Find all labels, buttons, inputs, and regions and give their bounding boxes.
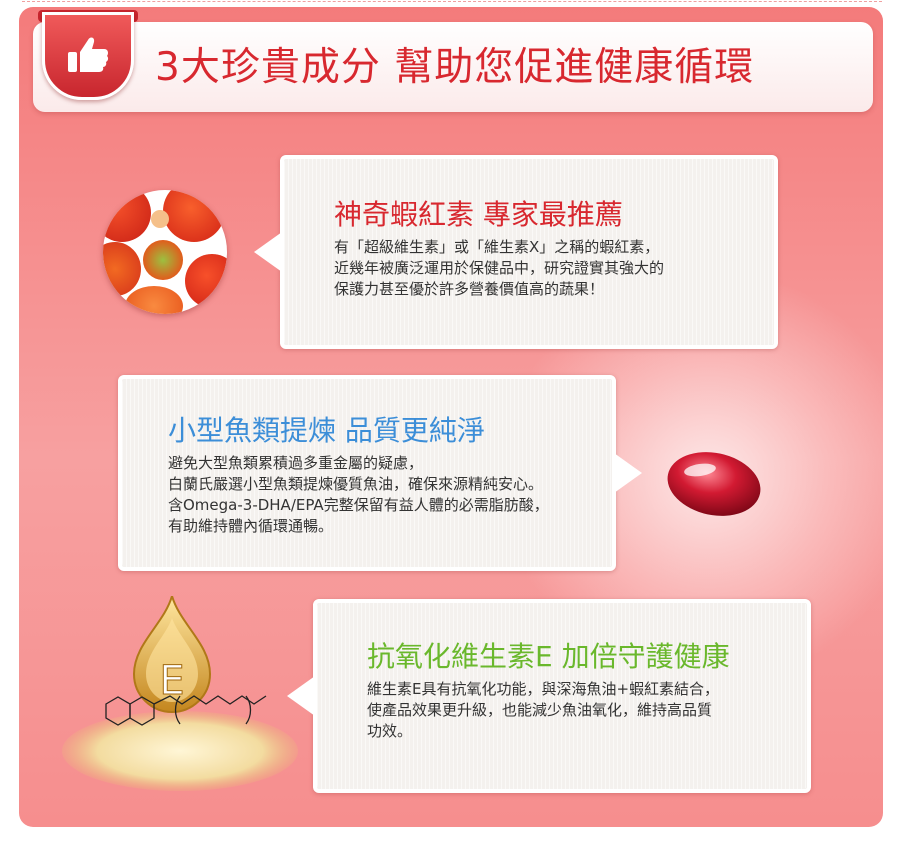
- card-title: 小型魚類提煉 品質更純淨: [168, 414, 485, 447]
- page-title: 3大珍貴成分 幫助您促進健康循環: [155, 45, 755, 90]
- thumbs-up-icon: [68, 37, 109, 72]
- fish-oil-capsule-image: [667, 452, 761, 516]
- card-fish-oil: 小型魚類提煉 品質更純淨 避免大型魚類累積過多重金屬的疑慮， 白蘭氏嚴選小型魚類…: [118, 375, 642, 571]
- vitamin-e-label: E: [159, 658, 184, 704]
- card-texture: [122, 379, 612, 567]
- card-texture: [284, 159, 774, 345]
- vitamin-e-droplet-image: E: [62, 596, 298, 791]
- card-texture: [317, 603, 807, 789]
- microalgae-cells-image: [103, 190, 227, 314]
- card-vitamin-e: 抗氧化維生素E 加倍守護健康 維生素E具有抗氧化功能，與深海魚油+蝦紅素結合， …: [287, 599, 811, 793]
- thumbs-up-badge: [38, 10, 138, 100]
- top-dashed-divider: [22, 1, 882, 2]
- header-bar: [33, 22, 873, 112]
- card-title: 神奇蝦紅素 專家最推薦: [334, 198, 623, 231]
- card-body: 避免大型魚類累積過多重金屬的疑慮， 白蘭氏嚴選小型魚類提煉優質魚油，確保來源精純…: [168, 454, 549, 535]
- card-body: 有「超級維生素」或「維生素X」之稱的蝦紅素， 近幾年被廣泛運用於保健品中，研究證…: [334, 238, 665, 298]
- card-body: 維生素E具有抗氧化功能，與深海魚油+蝦紅素結合， 使產品效果更升級，也能減少魚油…: [367, 680, 720, 740]
- card-title: 抗氧化維生素E 加倍守護健康: [367, 640, 730, 673]
- card-astaxanthin: 神奇蝦紅素 專家最推薦 有「超級維生素」或「維生素X」之稱的蝦紅素， 近幾年被廣…: [254, 155, 778, 349]
